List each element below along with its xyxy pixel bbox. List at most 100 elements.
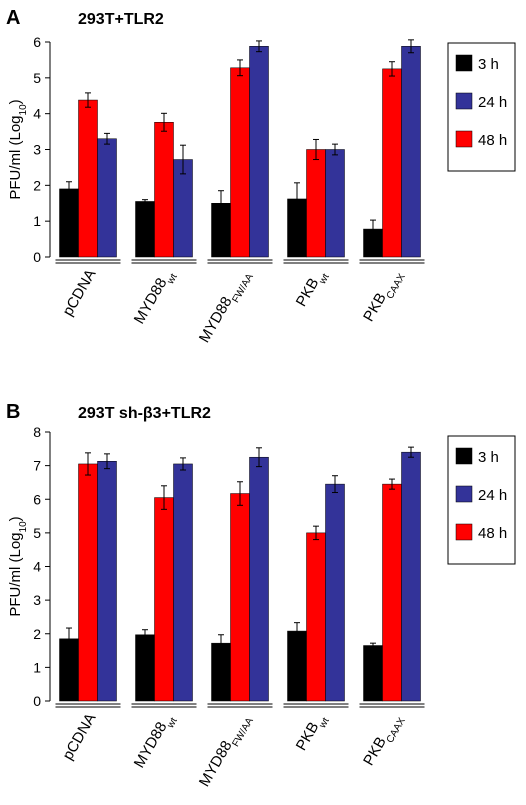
- legend-label: 24 h: [478, 94, 507, 111]
- x-tick-label-sub: CAAX: [384, 271, 407, 300]
- bar: [306, 149, 326, 258]
- y-tick-label: 6: [33, 491, 41, 507]
- error-bar: [408, 446, 414, 458]
- bar: [363, 645, 383, 702]
- error-bar: [332, 143, 338, 156]
- error-bar: [332, 475, 338, 494]
- bar: [78, 99, 98, 258]
- y-tick-label: 4: [33, 106, 41, 122]
- bar: [59, 188, 79, 258]
- bar: [382, 68, 402, 258]
- error-bar: [370, 642, 376, 649]
- y-tick-label: 1: [33, 659, 41, 675]
- x-tick-label: MYD88wt: [131, 266, 180, 329]
- bar: [401, 46, 421, 258]
- y-axis-label-end: ): [7, 99, 24, 104]
- x-tick-label-sub: wt: [316, 272, 331, 287]
- legend-label: 48 h: [478, 132, 507, 149]
- panel-letter: A: [6, 7, 20, 29]
- x-tick-label-sub: wt: [164, 272, 179, 287]
- error-bar: [104, 132, 110, 145]
- y-tick-label: 5: [33, 525, 41, 541]
- legend-swatch: [455, 485, 473, 503]
- bar: [382, 483, 402, 702]
- x-tick-label: PKBCAAX: [360, 266, 407, 327]
- x-tick-label-sub: FW/AA: [230, 715, 256, 748]
- error-bar: [256, 447, 262, 468]
- bar: [230, 67, 250, 258]
- y-axis-label-sub: 10: [18, 521, 29, 533]
- y-tick-label: 7: [33, 458, 41, 474]
- y-tick-label: 3: [33, 592, 41, 608]
- error-bar: [389, 478, 395, 490]
- x-tick-label-text: MYD88: [196, 294, 236, 346]
- error-bar: [142, 629, 148, 641]
- error-bar: [408, 39, 414, 54]
- bar: [154, 497, 174, 702]
- error-bar: [180, 144, 186, 175]
- y-tick-label: 4: [33, 559, 41, 575]
- bar: [325, 483, 345, 702]
- error-bar: [161, 112, 167, 132]
- error-bar: [370, 219, 376, 239]
- error-bar: [237, 59, 243, 77]
- y-tick-label: 5: [33, 70, 41, 86]
- y-tick-label: 6: [33, 34, 41, 50]
- x-tick-label: pCDNA: [59, 267, 99, 320]
- y-axis-label-end: ): [7, 516, 24, 521]
- x-tick-label-sub: wt: [316, 716, 331, 731]
- legend-swatch: [455, 447, 473, 465]
- bar: [249, 456, 269, 702]
- y-tick-label: 1: [33, 213, 41, 229]
- bar: [325, 149, 345, 258]
- error-bar: [104, 453, 110, 470]
- error-bar: [180, 457, 186, 471]
- y-axis-label-text: PFU/ml (Log: [7, 532, 24, 616]
- error-bar: [313, 525, 319, 541]
- x-tick-label: MYD88FW/AA: [196, 266, 256, 348]
- bar: [135, 201, 155, 258]
- error-bar: [218, 634, 224, 653]
- error-bar: [237, 481, 243, 506]
- chart-title: 293T sh-β3+TLR2: [78, 405, 211, 422]
- panel-letter: B: [6, 401, 20, 423]
- y-axis-label: PFU/ml (Log10): [7, 99, 29, 199]
- x-tick-label-text: MYD88: [131, 275, 171, 327]
- error-bar: [294, 622, 300, 640]
- x-tick-label-text: MYD88: [196, 738, 236, 790]
- bar: [78, 463, 98, 702]
- error-bar: [85, 452, 91, 476]
- error-bar: [142, 199, 148, 204]
- error-bar: [161, 485, 167, 510]
- x-tick-label-text: MYD88: [131, 719, 171, 771]
- x-tick-label: PKBwt: [293, 710, 332, 756]
- y-tick-label: 2: [33, 177, 41, 193]
- x-tick-label: pCDNA: [59, 711, 99, 764]
- y-axis-label: PFU/ml (Log10): [7, 516, 29, 616]
- x-tick-label-sub: CAAX: [384, 715, 407, 744]
- x-tick-label: MYD88FW/AA: [196, 710, 256, 792]
- error-bar: [313, 138, 319, 161]
- bar: [249, 46, 269, 258]
- error-bar: [256, 40, 262, 53]
- error-bar: [66, 627, 72, 651]
- y-tick-label: 0: [33, 693, 41, 709]
- error-bar: [218, 190, 224, 217]
- x-tick-label-sub: FW/AA: [230, 271, 256, 304]
- bar: [306, 532, 326, 702]
- legend-swatch: [455, 130, 473, 148]
- x-tick-label-text: pCDNA: [59, 267, 99, 320]
- legend-label: 3 h: [478, 449, 499, 466]
- x-tick-label-sub: wt: [164, 716, 179, 731]
- bar: [401, 451, 421, 702]
- y-tick-label: 3: [33, 142, 41, 158]
- error-bar: [85, 92, 91, 108]
- legend-swatch: [455, 523, 473, 541]
- legend-label: 48 h: [478, 525, 507, 542]
- bar: [154, 122, 174, 258]
- error-bar: [389, 61, 395, 77]
- legend-label: 3 h: [478, 56, 499, 73]
- x-tick-label: PKBCAAX: [360, 710, 407, 771]
- x-tick-label: PKBwt: [293, 266, 332, 312]
